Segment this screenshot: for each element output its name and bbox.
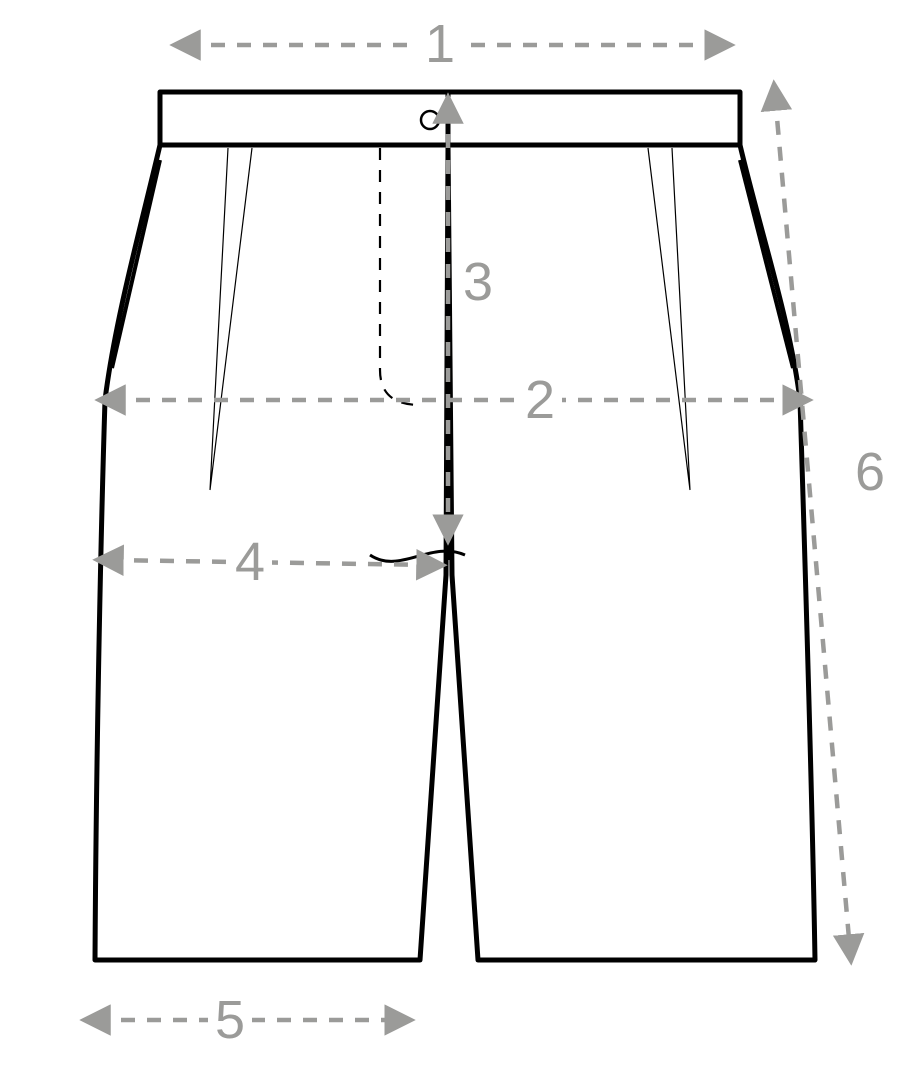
left-pocket-opening [112,160,160,368]
dimension-lines: 123456 [95,14,892,1050]
left-dart [210,148,252,490]
dimension-label-1: 1 [425,14,455,74]
right-pocket-opening [740,160,793,368]
right-leg-outline [448,145,815,960]
fly-stitch [380,148,420,405]
dimension-label-4: 4 [235,532,265,592]
dimension-label-5: 5 [215,990,245,1050]
right-dart [648,148,690,490]
dimension-label-2: 2 [525,370,555,430]
shorts-measurement-diagram: 123456 [0,0,909,1072]
dimension-label-6: 6 [855,442,885,502]
garment [95,92,815,960]
closure-button [421,111,439,129]
dimension-label-3: 3 [463,252,493,312]
